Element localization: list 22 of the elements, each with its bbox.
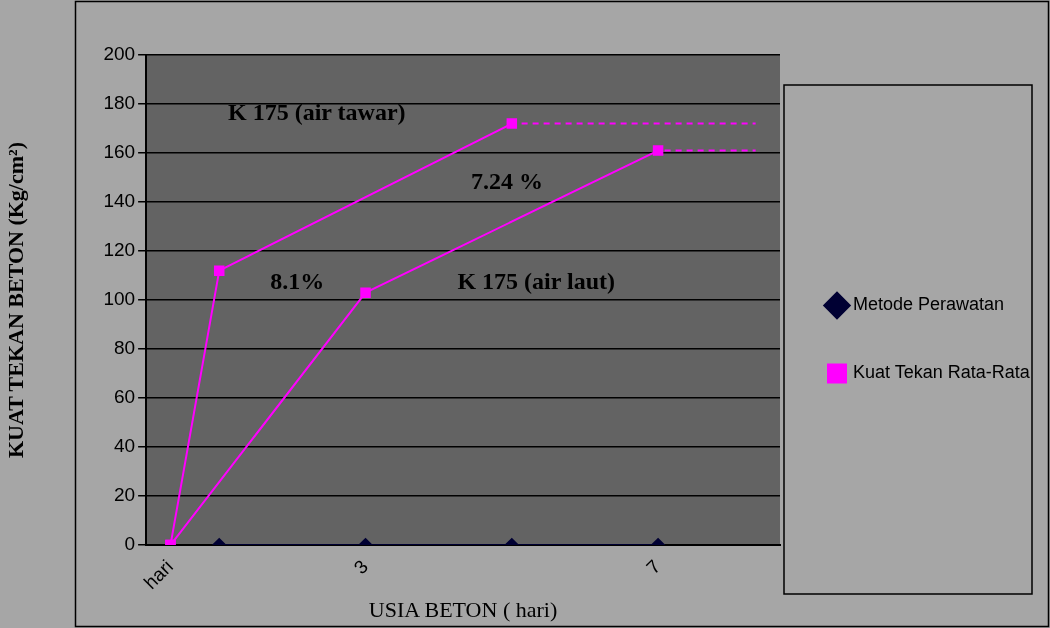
y-tick-label: 80 <box>113 337 136 359</box>
y-tick-label: 140 <box>103 190 136 212</box>
x-tick-label: 7 <box>642 555 665 579</box>
annotation: K 175 (air laut) <box>457 268 615 295</box>
x-tick-label: hari <box>139 555 178 594</box>
y-axis-title: KUAT TEKAN BETON (Kg/cm²) <box>2 142 28 459</box>
x-axis-title: USIA BETON ( hari) <box>368 596 558 622</box>
annotation: 8.1% <box>270 268 325 295</box>
y-tick-label: 100 <box>103 288 136 310</box>
annotation: 7.24 % <box>470 167 543 194</box>
legend-label: Kuat Tekan Rata-Rata <box>853 362 1031 383</box>
y-tick-label: 0 <box>124 533 136 555</box>
x-tick-label: 3 <box>349 555 373 579</box>
y-tick-label: 180 <box>103 92 136 114</box>
annotation: K 175 (air tawar) <box>228 99 406 126</box>
y-tick-label: 20 <box>113 484 136 506</box>
y-tick-label: 40 <box>113 435 136 457</box>
legend-label: Metode Perawatan <box>853 294 1005 315</box>
y-tick-label: 120 <box>103 239 136 261</box>
y-tick-label: 200 <box>103 43 136 65</box>
y-tick-label: 160 <box>103 141 136 163</box>
y-tick-label: 60 <box>113 386 136 408</box>
